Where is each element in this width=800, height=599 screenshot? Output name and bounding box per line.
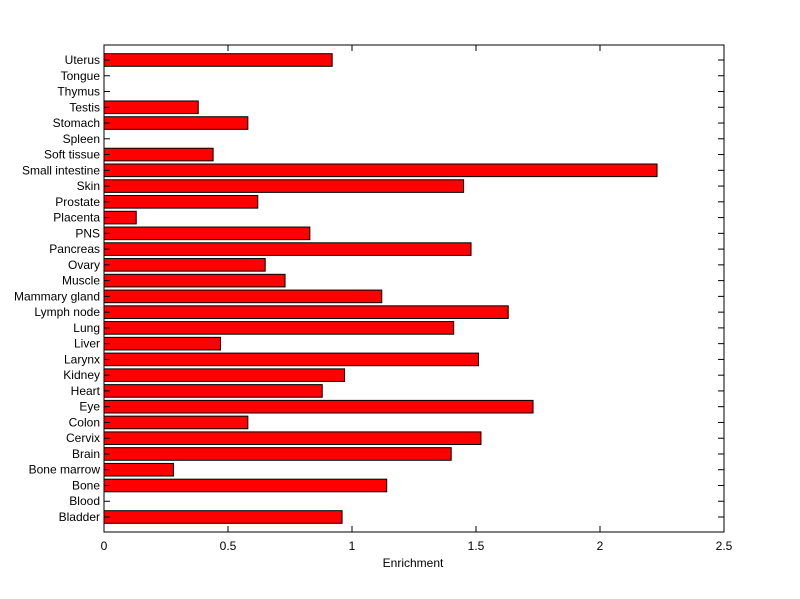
y-tick-label-bladder: Bladder xyxy=(59,510,100,524)
plot-frame xyxy=(103,44,725,533)
y-tick-label-blood: Blood xyxy=(69,494,100,508)
bar-pns xyxy=(103,226,311,241)
y-tick-label-lymph-node: Lymph node xyxy=(34,305,100,319)
x-tick-label: 0 xyxy=(101,539,108,553)
bar-bone xyxy=(103,478,388,493)
y-tick-label-spleen: Spleen xyxy=(63,132,100,146)
bar-prostate xyxy=(103,195,259,209)
y-tick-label-muscle: Muscle xyxy=(62,274,100,288)
bar-kidney xyxy=(103,368,346,382)
y-tick-label-lung: Lung xyxy=(73,321,100,335)
y-tick-label-larynx: Larynx xyxy=(64,352,100,366)
y-tick-label-uterus: Uterus xyxy=(65,53,100,67)
x-tick-label: 2 xyxy=(597,539,604,553)
bar-mammary-gland xyxy=(103,289,383,304)
y-tick-label-thymus: Thymus xyxy=(57,85,100,99)
y-tick-label-colon: Colon xyxy=(69,415,100,429)
y-tick-label-bone: Bone xyxy=(72,478,100,492)
bar-bladder xyxy=(103,510,343,524)
bar-cervix xyxy=(103,431,482,446)
y-tick-label-testis: Testis xyxy=(69,100,100,114)
bar-bone-marrow xyxy=(103,462,174,477)
bar-lung xyxy=(103,321,455,335)
bar-brain xyxy=(103,447,452,461)
y-tick-label-small-intestine: Small intestine xyxy=(22,163,100,177)
bar-ovary xyxy=(103,258,266,272)
x-tick-label: 1 xyxy=(349,539,356,553)
x-tick-label: 0.5 xyxy=(220,539,237,553)
x-tick-label: 2.5 xyxy=(716,539,733,553)
bar-liver xyxy=(103,336,222,351)
y-tick-label-skin: Skin xyxy=(77,179,100,193)
y-tick-label-pns: PNS xyxy=(75,226,100,240)
x-tick-label: 1.5 xyxy=(468,539,485,553)
y-tick-label-eye: Eye xyxy=(79,400,100,414)
bar-colon xyxy=(103,415,249,430)
x-axis-label: Enrichment xyxy=(383,556,444,570)
bar-pancreas xyxy=(103,242,472,256)
y-tick-label-pancreas: Pancreas xyxy=(49,242,100,256)
bar-soft-tissue xyxy=(103,147,214,162)
y-tick-label-tongue: Tongue xyxy=(61,69,101,83)
bar-stomach xyxy=(103,116,249,130)
y-tick-label-heart: Heart xyxy=(71,384,101,398)
bar-small-intestine xyxy=(103,163,658,178)
bar-heart xyxy=(103,384,323,398)
y-tick-label-stomach: Stomach xyxy=(53,116,100,130)
bar-eye xyxy=(103,399,534,414)
y-tick-label-brain: Brain xyxy=(72,447,100,461)
y-tick-label-mammary-gland: Mammary gland xyxy=(14,289,100,303)
y-tick-label-bone-marrow: Bone marrow xyxy=(29,463,101,477)
y-tick-label-cervix: Cervix xyxy=(66,431,100,445)
bar-lymph-node xyxy=(103,305,509,319)
bar-uterus xyxy=(103,53,333,67)
bar-larynx xyxy=(103,352,479,367)
y-tick-label-prostate: Prostate xyxy=(55,195,100,209)
bar-muscle xyxy=(103,273,286,288)
ticks-layer xyxy=(103,45,725,532)
y-tick-label-soft-tissue: Soft tissue xyxy=(44,148,100,162)
bar-skin xyxy=(103,179,465,193)
y-tick-label-ovary: Ovary xyxy=(68,258,100,272)
y-tick-label-liver: Liver xyxy=(74,337,100,351)
y-tick-label-placenta: Placenta xyxy=(53,211,100,225)
bar-testis xyxy=(103,100,199,115)
y-tick-label-kidney: Kidney xyxy=(63,368,100,382)
